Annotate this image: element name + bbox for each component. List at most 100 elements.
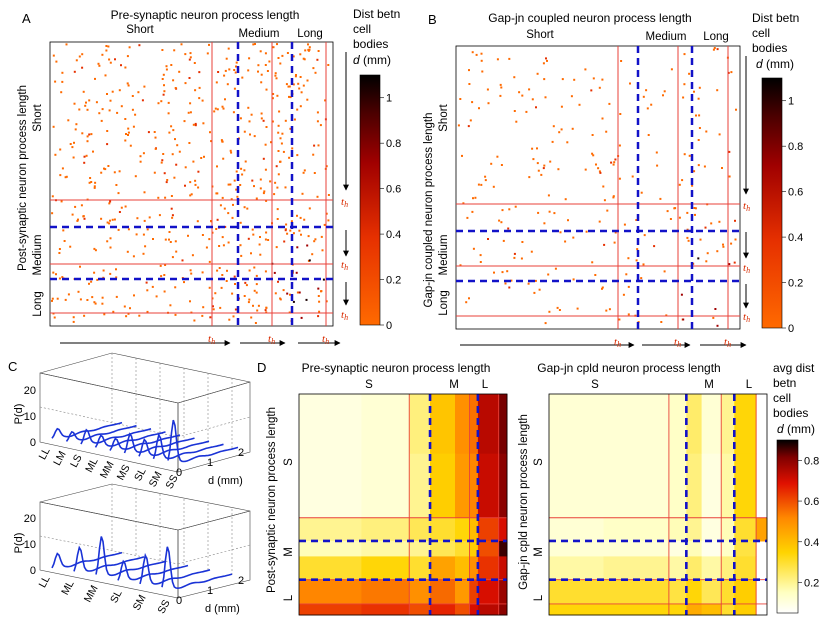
connection-point	[170, 195, 173, 197]
connection-point	[118, 170, 121, 173]
d-tick-label: 1	[207, 585, 213, 597]
connection-point	[276, 208, 279, 211]
connection-point	[558, 309, 561, 311]
heatmap-cell	[721, 541, 735, 557]
connection-point	[227, 241, 230, 244]
connection-point	[126, 55, 129, 58]
connection-point	[325, 212, 328, 215]
connection-point	[94, 181, 97, 184]
connection-point	[292, 55, 295, 58]
heatmap-cell	[409, 556, 431, 581]
connection-point	[712, 48, 715, 51]
connection-point	[193, 319, 196, 322]
connection-point	[103, 313, 106, 316]
heatmap-cell	[477, 579, 500, 605]
connection-point	[88, 99, 91, 102]
connection-point	[221, 196, 224, 199]
connection-point	[189, 102, 192, 105]
connection-point	[627, 257, 630, 260]
connection-point	[73, 102, 76, 105]
connection-point	[683, 153, 686, 156]
connection-point	[248, 57, 251, 60]
density-curve	[95, 536, 167, 577]
connection-point	[532, 158, 535, 161]
connection-point	[545, 57, 547, 60]
connection-point	[543, 78, 546, 81]
connection-point	[282, 289, 285, 292]
svg-text:th: th	[208, 333, 215, 346]
heatmap-cell	[756, 517, 768, 542]
d-tick-label: 0	[176, 467, 182, 479]
connection-point	[303, 169, 306, 172]
connection-point	[93, 185, 96, 188]
connection-point	[189, 181, 192, 184]
connection-point	[248, 120, 251, 123]
connection-point	[128, 46, 131, 49]
heatmap-cell	[430, 517, 456, 542]
connection-point	[192, 123, 195, 126]
connection-point	[118, 89, 121, 92]
connection-point	[252, 304, 254, 307]
connection-point	[293, 118, 296, 121]
connection-point	[265, 88, 268, 91]
heatmap-cell	[701, 556, 722, 581]
heatmap-cell	[549, 579, 604, 605]
connection-point	[227, 47, 230, 50]
connection-point	[163, 172, 166, 175]
connection-point	[297, 82, 300, 85]
connection-point	[285, 223, 288, 226]
connection-point	[673, 207, 676, 210]
connection-point	[174, 138, 176, 141]
connection-point	[198, 71, 201, 74]
connection-point	[268, 60, 271, 63]
connection-point	[317, 315, 320, 318]
connection-point	[254, 322, 257, 324]
connection-point	[479, 254, 482, 257]
connection-point	[678, 183, 681, 186]
connection-point	[72, 320, 75, 323]
density-curve	[152, 432, 224, 460]
connection-point	[250, 316, 253, 319]
connection-point	[614, 231, 617, 234]
connection-point	[547, 273, 550, 276]
connection-point	[266, 70, 269, 72]
connection-point	[298, 291, 301, 294]
connection-point	[82, 90, 85, 93]
connection-point	[81, 53, 84, 56]
connection-point	[172, 79, 175, 82]
connection-point	[218, 245, 221, 247]
connection-point	[730, 242, 733, 245]
connection-point	[286, 232, 289, 235]
connection-point	[250, 252, 252, 255]
connection-point	[492, 185, 495, 188]
heatmap-cell	[361, 604, 410, 616]
connection-point	[245, 284, 248, 287]
connection-point	[694, 213, 696, 216]
connection-point	[192, 160, 195, 163]
connection-point	[618, 318, 621, 321]
d-tick-label: 2	[238, 447, 244, 459]
connection-point	[642, 95, 645, 98]
connection-point	[81, 66, 84, 69]
connection-point	[480, 59, 483, 62]
heatmap-cell	[686, 453, 703, 519]
connection-point	[84, 104, 87, 107]
connection-point	[479, 261, 482, 263]
connection-point	[307, 235, 310, 238]
connection-point	[210, 140, 213, 143]
connection-point	[253, 135, 256, 138]
connection-point	[560, 105, 563, 108]
connection-point	[260, 117, 263, 120]
connection-point	[318, 310, 321, 313]
connection-point	[109, 99, 112, 102]
connection-point	[212, 308, 215, 311]
svg-text:th: th	[724, 336, 731, 349]
panel-d-right-ylabel: Gap-jn cpld neuron process length	[518, 414, 530, 590]
connection-point	[259, 253, 262, 256]
connection-point	[134, 113, 137, 116]
connection-point	[112, 310, 115, 313]
connection-point	[252, 233, 255, 236]
connection-point	[190, 272, 193, 275]
heatmap-cell	[299, 604, 362, 616]
connection-point	[468, 83, 471, 85]
